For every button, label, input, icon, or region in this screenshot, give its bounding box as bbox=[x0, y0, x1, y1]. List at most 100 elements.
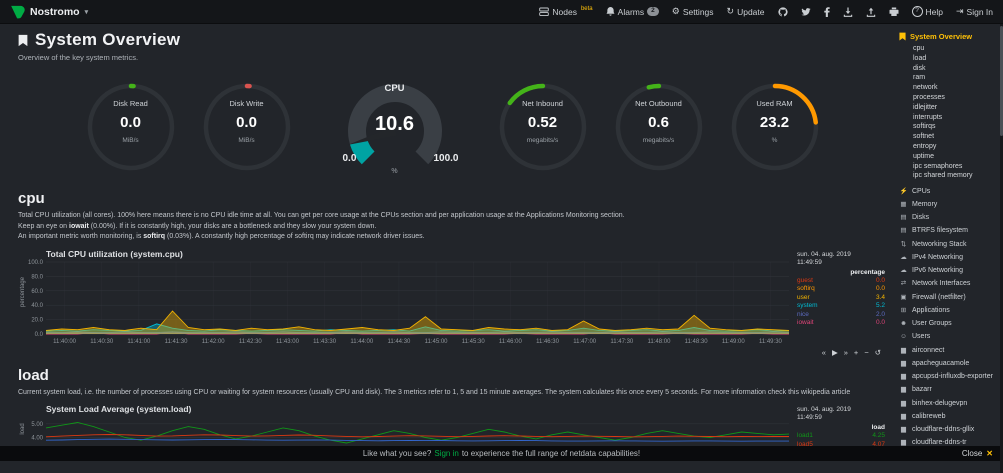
sidebar-subitem[interactable]: interrupts bbox=[913, 113, 943, 121]
sidebar-item-label: Network Interfaces bbox=[912, 280, 971, 288]
facebook-icon bbox=[823, 6, 830, 17]
sidebar-item[interactable]: ▆ apacheguacamole bbox=[899, 357, 997, 370]
legend-entry[interactable]: softirq 0.0 bbox=[797, 285, 885, 294]
legend-entry[interactable]: guest 0.0 bbox=[797, 277, 885, 286]
sidebar-subitem[interactable]: load bbox=[913, 54, 927, 62]
wikipedia-link[interactable]: this wikipedia article bbox=[788, 388, 851, 396]
sidebar-item[interactable]: ☁ IPv4 Networking bbox=[899, 251, 997, 264]
zoom-in-icon[interactable]: + bbox=[853, 347, 859, 357]
sidebar-subitem[interactable]: network bbox=[913, 84, 938, 92]
sidebar-item[interactable]: ▆ bazarr bbox=[899, 384, 997, 397]
sidebar-subitem[interactable]: entropy bbox=[913, 142, 937, 150]
zoom-out-icon[interactable]: − bbox=[864, 347, 869, 357]
gauge-used-ram[interactable]: Used RAM 23.2 % bbox=[729, 81, 821, 173]
pan-forward-icon[interactable]: » bbox=[843, 347, 848, 357]
help-icon: ? bbox=[911, 6, 923, 17]
sidebar-subitem[interactable]: ram bbox=[913, 74, 926, 82]
pan-backward-icon[interactable]: « bbox=[821, 347, 826, 357]
cpu-chart: Total CPU utilization (system.cpu) perce… bbox=[18, 249, 887, 357]
sidebar-item[interactable]: ▦ Memory bbox=[899, 198, 997, 211]
legend-entry[interactable]: load5 4.07 bbox=[797, 441, 885, 450]
sidebar-subitem[interactable]: processes bbox=[913, 93, 945, 101]
print-button[interactable] bbox=[889, 7, 899, 17]
sidebar-item[interactable]: ▤ Disks bbox=[899, 212, 997, 225]
sidebar-item-system-overview[interactable]: System Overview bbox=[899, 32, 997, 41]
gauge-net-inbound[interactable]: Net Inbound 0.52 megabits/s bbox=[497, 81, 589, 173]
sidebar-item[interactable]: ▤ BTRFS filesystem bbox=[899, 225, 997, 238]
svg-text:11:49:30: 11:49:30 bbox=[759, 339, 783, 345]
gear-icon: ⚙ bbox=[671, 6, 680, 16]
nodes-button[interactable]: Nodes beta bbox=[539, 6, 593, 17]
gauge-value: 0.6 bbox=[648, 114, 669, 131]
sidebar-item[interactable]: ⚡ CPUs bbox=[899, 185, 997, 198]
legend-series-name: iowait bbox=[797, 319, 814, 326]
gauge-disk-read[interactable]: Disk Read 0.0 MiB/s bbox=[85, 81, 177, 173]
alarms-button[interactable]: Alarms 2 bbox=[606, 7, 659, 17]
gauge-ring bbox=[87, 83, 174, 171]
node-selector[interactable]: Nostromo ▾ bbox=[10, 5, 88, 19]
legend-entry[interactable]: nice 2.0 bbox=[797, 311, 885, 320]
export-snapshot-icon bbox=[866, 7, 875, 17]
sidebar-subitem[interactable]: ipc shared memory bbox=[913, 172, 973, 180]
scrollbar-thumb[interactable] bbox=[1000, 26, 1003, 136]
sidebar-subitem[interactable]: disk bbox=[913, 64, 926, 72]
gauge-cpu[interactable]: CPU 10.6 0.0 100.0 % bbox=[317, 75, 473, 179]
gauge-unit: % bbox=[391, 168, 398, 175]
sidebar-item[interactable]: ▆ binhex-delugevpn bbox=[899, 397, 997, 410]
help-button[interactable]: ? Help bbox=[911, 6, 943, 17]
sidebar-item[interactable]: ▆ cloudflare-ddns-gllix bbox=[899, 423, 997, 436]
cpu-chart-plot[interactable]: percentage 11:40:00 11:40:30 11:41:00 11:41… bbox=[18, 259, 791, 347]
import-snapshot-button[interactable] bbox=[843, 7, 853, 17]
legend-entry[interactable]: user 3.4 bbox=[797, 294, 885, 303]
firewall-icon: ▣ bbox=[900, 293, 907, 301]
cpu-description-line3: An important metric worth monitoring, is… bbox=[18, 233, 425, 240]
sidebar-item-label: binhex-delugevpn bbox=[912, 399, 968, 407]
github-icon bbox=[777, 6, 788, 16]
sidebar-item[interactable]: ☺ Users bbox=[899, 331, 997, 344]
export-snapshot-button[interactable] bbox=[866, 7, 876, 17]
footer-signin-link[interactable]: Sign in bbox=[434, 449, 459, 458]
sidebar-subitem[interactable]: uptime bbox=[913, 152, 935, 160]
sidebar-subitem[interactable]: softirqs bbox=[913, 123, 936, 131]
gauge-value: 0.52 bbox=[527, 114, 558, 131]
page-scrollbar[interactable] bbox=[1000, 24, 1003, 473]
signin-button[interactable]: ⇥ Sign In bbox=[956, 7, 993, 17]
legend-entry[interactable]: iowait 0.0 bbox=[797, 319, 885, 328]
footer-close-button[interactable]: Close ✕ bbox=[962, 449, 993, 458]
sidebar-item[interactable]: ⊞ Applications bbox=[899, 304, 997, 317]
reset-zoom-icon[interactable]: ↺ bbox=[874, 347, 881, 357]
sidebar-item-label: bazarr bbox=[912, 386, 932, 394]
load-description: Current system load, i.e. the number of … bbox=[18, 388, 851, 396]
sidebar-subitem[interactable]: softnet bbox=[913, 133, 935, 141]
legend-series-value: 0.0 bbox=[875, 285, 885, 292]
sidebar-item[interactable]: ▆ apcupsd-influxdb-exporter bbox=[899, 370, 997, 383]
sidebar-subitem[interactable]: cpu bbox=[913, 45, 925, 52]
sidebar-item[interactable]: ▆ calibreweb bbox=[899, 410, 997, 423]
settings-button[interactable]: ⚙ Settings bbox=[672, 7, 714, 17]
play-icon[interactable]: ▶ bbox=[831, 347, 838, 357]
svg-text:11:46:30: 11:46:30 bbox=[536, 339, 560, 345]
gauge-ring bbox=[499, 83, 586, 171]
facebook-link[interactable] bbox=[823, 6, 830, 17]
sidebar-item[interactable]: ☻ User Groups bbox=[899, 318, 997, 331]
sidebar-item[interactable]: ⇄ Network Interfaces bbox=[899, 278, 997, 291]
update-button[interactable]: ↻ Update bbox=[727, 7, 765, 17]
sidebar-subitem[interactable]: ipc semaphores bbox=[913, 162, 963, 170]
sidebar-item[interactable]: ⇅ Networking Stack bbox=[899, 238, 997, 251]
gauge-title: Net Inbound bbox=[522, 99, 563, 108]
chart-icon: ▆ bbox=[901, 439, 906, 447]
gauge-net-outbound[interactable]: Net Outbound 0.6 megabits/s bbox=[613, 81, 705, 173]
close-label: Close bbox=[961, 449, 983, 458]
sidebar-item[interactable]: ☁ IPv6 Networking bbox=[899, 265, 997, 278]
sidebar-item-label: IPv6 Networking bbox=[912, 267, 963, 275]
sidebar-item[interactable]: ▆ cloudflare-ddns-tr bbox=[899, 437, 997, 450]
legend-entry[interactable]: system 5.2 bbox=[797, 302, 885, 311]
sidebar-subitem[interactable]: idlejitter bbox=[913, 103, 938, 111]
sidebar-item[interactable]: ▣ Firewall (netfilter) bbox=[899, 291, 997, 304]
sidebar-item[interactable]: ▆ airconnect bbox=[899, 344, 997, 357]
github-link[interactable] bbox=[777, 6, 788, 17]
gauge-disk-write[interactable]: Disk Write 0.0 MiB/s bbox=[201, 81, 293, 173]
legend-entry[interactable]: load1 4.25 bbox=[797, 432, 885, 441]
chart-icon: ▆ bbox=[901, 412, 906, 420]
twitter-link[interactable] bbox=[800, 7, 811, 17]
